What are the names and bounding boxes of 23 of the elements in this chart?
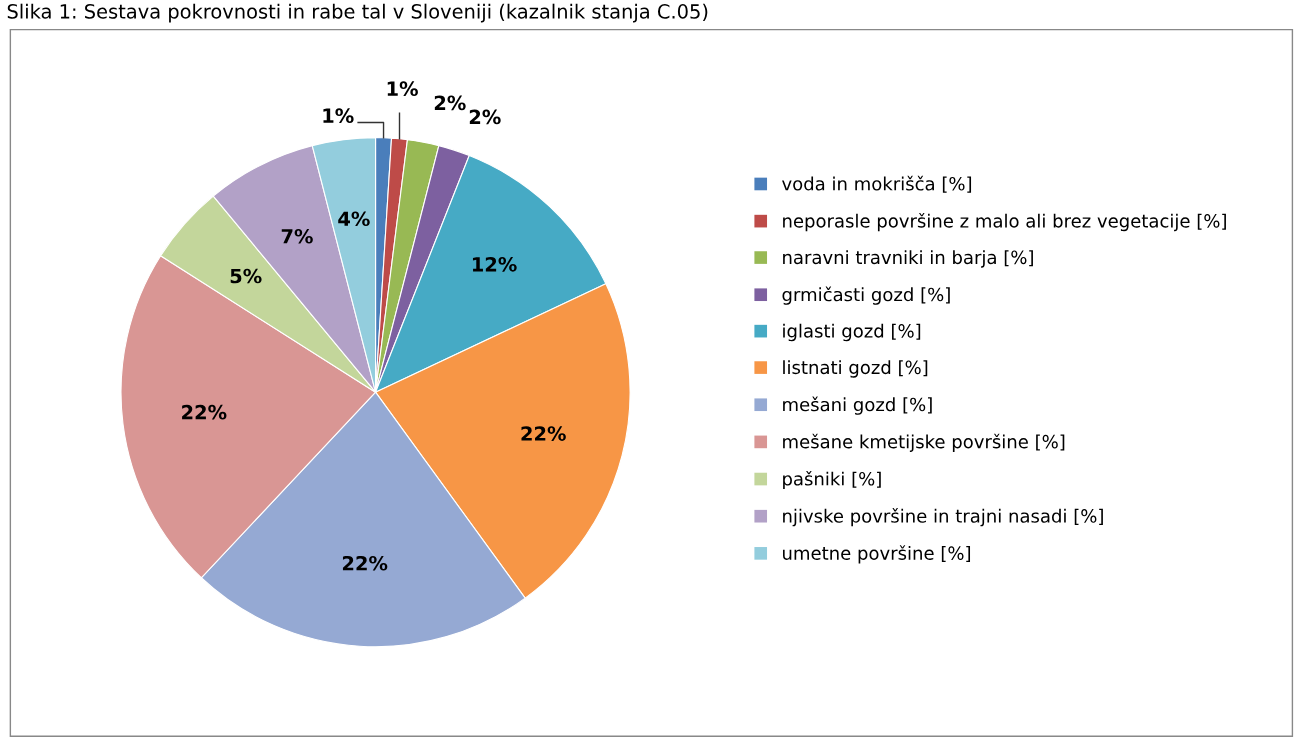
legend-label: mešani gozd [%] — [783, 396, 932, 415]
data-label: 22% — [182, 404, 227, 420]
legend-label: naravni travniki in barja [%] — [783, 250, 1033, 268]
legend-label: iglasti gozd [%] — [783, 323, 921, 342]
legend-label: njivske površine in trajni nasadi [%] — [783, 508, 1103, 527]
data-label: 12% — [472, 256, 517, 272]
data-label: 7% — [281, 228, 313, 244]
legend-label: mešane kmetijske površine [%] — [783, 433, 1065, 452]
legend-label: neporasle površine z malo ali brez vegetacije [%] — [783, 213, 1226, 232]
legend-label: pašniki [%] — [783, 470, 881, 490]
data-label: 22% — [342, 555, 388, 571]
legend-label: voda in mokrišča [%] — [782, 175, 972, 193]
data-label: 4% — [338, 211, 370, 227]
legend-label: umetne površine [%] — [783, 545, 971, 564]
data-label: 2% — [469, 109, 501, 125]
chart-title: Slika 1: Sestava pokrovnosti in rabe tal v Sloveniji (kazalnik stanja C.05) — [7, 3, 708, 23]
data-label: 1% — [387, 81, 418, 97]
data-label: 22% — [521, 426, 566, 441]
data-label: 1% — [323, 108, 354, 124]
legend-label: listnati gozd [%] — [783, 360, 928, 378]
data-label: 5% — [230, 268, 262, 284]
data-label: 2% — [434, 95, 466, 111]
legend-label: grmičasti gozd [%] — [782, 286, 950, 305]
